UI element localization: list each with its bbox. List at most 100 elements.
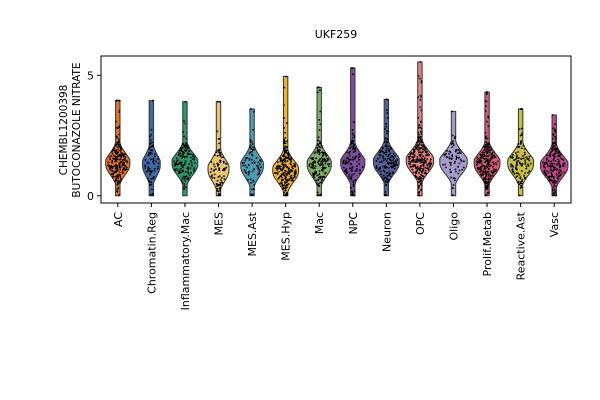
data-point [119, 158, 122, 161]
data-point [544, 166, 547, 169]
data-point [386, 157, 389, 160]
data-point [450, 110, 453, 113]
data-point [551, 150, 553, 153]
data-point [557, 158, 559, 161]
data-point [149, 151, 152, 154]
data-point [354, 156, 357, 159]
data-point [491, 154, 494, 157]
data-point [219, 159, 221, 162]
violin-mes [207, 100, 230, 197]
data-point [290, 179, 293, 182]
data-point [478, 158, 481, 161]
data-point [421, 157, 423, 160]
data-point [384, 166, 387, 169]
data-point [447, 153, 450, 155]
data-point [347, 157, 349, 160]
data-point [560, 172, 563, 175]
data-point [117, 137, 120, 140]
data-point [550, 174, 553, 177]
data-point [426, 158, 429, 160]
data-point [115, 164, 117, 167]
data-point [379, 161, 381, 164]
data-point [184, 122, 187, 125]
data-point [225, 162, 227, 165]
data-point [485, 105, 487, 108]
data-point [420, 133, 423, 136]
violin-body [340, 67, 366, 197]
data-point [250, 147, 253, 150]
data-point [247, 173, 250, 176]
data-point [312, 161, 315, 164]
data-point [316, 147, 319, 149]
data-point [521, 180, 524, 183]
data-point [187, 172, 190, 174]
data-point [519, 162, 521, 165]
data-point [523, 174, 525, 177]
data-point [350, 178, 353, 181]
data-point [116, 146, 119, 149]
data-point [256, 173, 259, 176]
data-point [459, 150, 461, 152]
data-point [252, 110, 255, 113]
data-point [219, 161, 222, 164]
data-point [148, 170, 151, 173]
data-point [314, 171, 317, 174]
data-point [295, 170, 297, 173]
data-point [107, 164, 110, 167]
data-point [343, 159, 345, 162]
data-point [152, 161, 155, 163]
data-point [284, 182, 287, 185]
data-point [320, 144, 323, 147]
data-point [115, 177, 118, 180]
data-point [425, 159, 427, 162]
data-point [292, 176, 295, 179]
data-point [420, 182, 422, 185]
data-point [286, 194, 289, 197]
data-point [216, 155, 219, 157]
data-point [185, 186, 187, 189]
data-point [427, 168, 430, 171]
data-point [386, 145, 388, 148]
data-point [450, 176, 453, 179]
data-point [428, 166, 431, 168]
data-point [287, 183, 290, 185]
data-point [178, 162, 181, 164]
data-point [352, 73, 354, 76]
data-point [192, 153, 194, 156]
data-point [317, 182, 320, 185]
data-point [383, 165, 386, 168]
data-point [389, 162, 392, 165]
data-point [410, 166, 413, 168]
data-point [345, 160, 348, 162]
data-point [519, 187, 522, 189]
data-point [521, 132, 523, 135]
data-point [391, 162, 394, 164]
data-point [286, 160, 289, 162]
data-point [149, 173, 151, 176]
data-point [318, 119, 321, 121]
data-point [412, 156, 415, 159]
data-point [552, 133, 555, 136]
data-point [258, 163, 261, 166]
data-point [493, 163, 495, 166]
data-point [150, 181, 153, 183]
data-point [384, 176, 387, 179]
data-point [289, 169, 292, 172]
data-point [120, 147, 122, 150]
data-point [351, 158, 353, 161]
data-point [456, 165, 459, 168]
data-point [124, 164, 127, 167]
data-point [477, 161, 480, 164]
data-point [353, 190, 356, 193]
data-point [528, 170, 531, 172]
data-point [485, 178, 488, 181]
data-point [516, 155, 518, 158]
data-point [456, 148, 458, 151]
data-point [213, 173, 216, 176]
data-point [213, 165, 216, 168]
data-point [190, 161, 193, 164]
data-point [144, 164, 147, 167]
data-point [283, 126, 286, 129]
data-point [219, 183, 222, 186]
data-point [452, 184, 455, 186]
